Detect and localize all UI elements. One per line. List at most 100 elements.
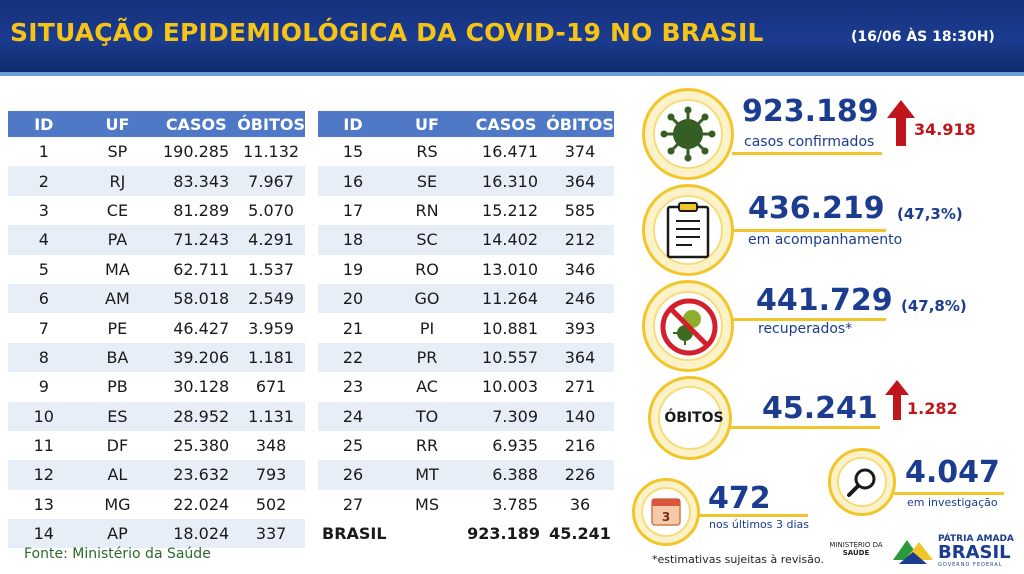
cell-deaths: 11.132 <box>243 142 300 162</box>
cell-deaths: 3.959 <box>248 318 294 338</box>
cell-deaths: 226 <box>546 460 614 490</box>
table-row: 24 TO 7.309 140 <box>318 401 614 431</box>
table-row: 12 AL 23.632 793 <box>8 460 305 490</box>
cell-uf: RN <box>415 200 439 220</box>
table-row: 19 RO 13.010 346 <box>318 255 614 284</box>
cell-deaths: 1.181 <box>237 342 305 373</box>
cell-id: 10 <box>8 401 80 431</box>
cell-uf: RR <box>415 436 439 456</box>
header-divider <box>0 72 1024 76</box>
cell-id: 12 <box>8 460 80 490</box>
cell-id: 5 <box>38 259 49 279</box>
investigation-icon-circle <box>828 448 896 516</box>
cell-cases: 11.264 <box>466 283 546 314</box>
cell-id: 8 <box>8 342 80 373</box>
cell-uf: TO <box>388 401 466 431</box>
table-row: 21 PI 10.881 393 <box>318 313 614 342</box>
cell-deaths: 36 <box>569 494 591 514</box>
cell-id: 15 <box>342 142 364 162</box>
cell-uf: RO <box>415 259 439 279</box>
cell-id: 9 <box>38 377 49 397</box>
states-table-left: ID UF CASOS ÓBITOS 1 SP 190.285 11.132 2 RJ 83… <box>8 111 305 549</box>
table-row: 16 SE 16.310 364 <box>318 166 614 196</box>
cell-cases: 18.024 <box>155 519 238 549</box>
govt-logo: PÁTRIA AMADA BRASIL GOVERNO FEDERAL <box>938 534 1014 568</box>
cell-deaths: 1.131 <box>237 401 305 431</box>
cell-uf: SC <box>388 225 466 255</box>
last3-label: nos últimos 3 dias <box>709 518 810 531</box>
deaths-circle <box>648 376 732 460</box>
cell-uf: MT <box>388 460 466 490</box>
cell-cases: 13.010 <box>482 259 538 279</box>
cell-uf: PE <box>107 318 128 338</box>
cell-cases: 3.785 <box>492 494 538 514</box>
cell-id: 25 <box>342 436 364 456</box>
cell-id: 27 <box>342 494 364 514</box>
table-row: 20 GO 11.264 246 <box>318 283 614 314</box>
table-header-row: ID UF CASOS ÓBITOS <box>8 111 305 137</box>
cell-deaths: 2.549 <box>237 283 305 314</box>
source-note: Fonte: Ministério da Saúde <box>24 546 211 562</box>
cell-uf: PR <box>388 342 466 373</box>
recovered-pct: (47,8%) <box>901 297 967 315</box>
cell-deaths: 346 <box>564 259 596 279</box>
cell-cases: 6.935 <box>492 436 538 456</box>
last3-icon-circle: 3 <box>632 478 700 546</box>
col-header-uf: UF <box>388 111 466 137</box>
cell-deaths: 793 <box>237 460 305 490</box>
cell-uf: RJ <box>79 166 156 196</box>
cell-id: 4 <box>8 225 80 255</box>
estimates-note: *estimativas sujeitas à revisão. <box>652 553 824 566</box>
table-row: 27 MS 3.785 36 <box>318 490 614 519</box>
total-deaths: 45.241 <box>546 519 614 549</box>
deaths-value: 45.241 <box>762 391 878 426</box>
cell-uf: PB <box>107 377 128 397</box>
recovered-value: 441.729 <box>756 283 893 318</box>
cell-uf: AM <box>79 283 156 314</box>
cell-cases: 25.380 <box>173 436 230 456</box>
col-header-deaths: ÓBITOS <box>237 111 305 137</box>
table-row: 8 BA 39.206 1.181 <box>8 342 305 373</box>
table-header-row: ID UF CASOS ÓBITOS <box>318 111 614 137</box>
cell-cases: 15.212 <box>482 200 538 220</box>
cell-deaths: 7.967 <box>237 166 305 196</box>
page-title: SITUAÇÃO EPIDEMIOLÓGICA DA COVID-19 NO B… <box>10 18 764 47</box>
cell-cases: 46.427 <box>173 318 230 338</box>
cell-id: 2 <box>8 166 80 196</box>
cell-uf: AP <box>79 519 156 549</box>
cell-cases: 39.206 <box>155 342 238 373</box>
arrow-up-icon <box>885 380 909 420</box>
cell-deaths: 502 <box>255 494 287 514</box>
col-header-deaths: ÓBITOS <box>546 111 614 137</box>
cell-deaths: 393 <box>564 318 596 338</box>
govt-label: GOVERNO FEDERAL <box>938 562 1003 568</box>
cell-uf: DF <box>106 436 129 456</box>
cell-cases: 28.952 <box>155 401 238 431</box>
cell-id: 24 <box>318 401 388 431</box>
table-row: 25 RR 6.935 216 <box>318 431 614 460</box>
cell-deaths: 216 <box>564 436 596 456</box>
cell-id: 16 <box>318 166 388 196</box>
cell-id: 13 <box>33 494 54 514</box>
table-body-left: 1 SP 190.285 11.132 2 RJ 83.343 7.967 3 CE 81.289 5… <box>8 137 305 549</box>
cell-uf: AC <box>416 377 438 397</box>
table-row: 22 PR 10.557 364 <box>318 342 614 373</box>
cell-id: 21 <box>342 318 364 338</box>
cell-cases: 16.471 <box>482 142 538 162</box>
cell-deaths: 337 <box>237 519 305 549</box>
calendar-day: 3 <box>662 510 670 524</box>
cell-deaths: 5.070 <box>248 200 294 220</box>
cell-uf: GO <box>388 283 466 314</box>
calendar-icon: 3 <box>651 498 681 526</box>
cell-deaths: 348 <box>255 436 287 456</box>
cell-deaths: 140 <box>546 401 614 431</box>
recovered-label: recuperados* <box>758 321 853 337</box>
cell-uf: PI <box>419 318 435 338</box>
table-row: 6 AM 58.018 2.549 <box>8 283 305 314</box>
cell-uf: AL <box>79 460 156 490</box>
recovered-icon-circle <box>642 280 734 372</box>
cell-uf: BA <box>79 342 156 373</box>
confirmed-icon-circle <box>642 88 734 180</box>
cell-deaths: 4.291 <box>237 225 305 255</box>
cell-cases: 83.343 <box>155 166 238 196</box>
